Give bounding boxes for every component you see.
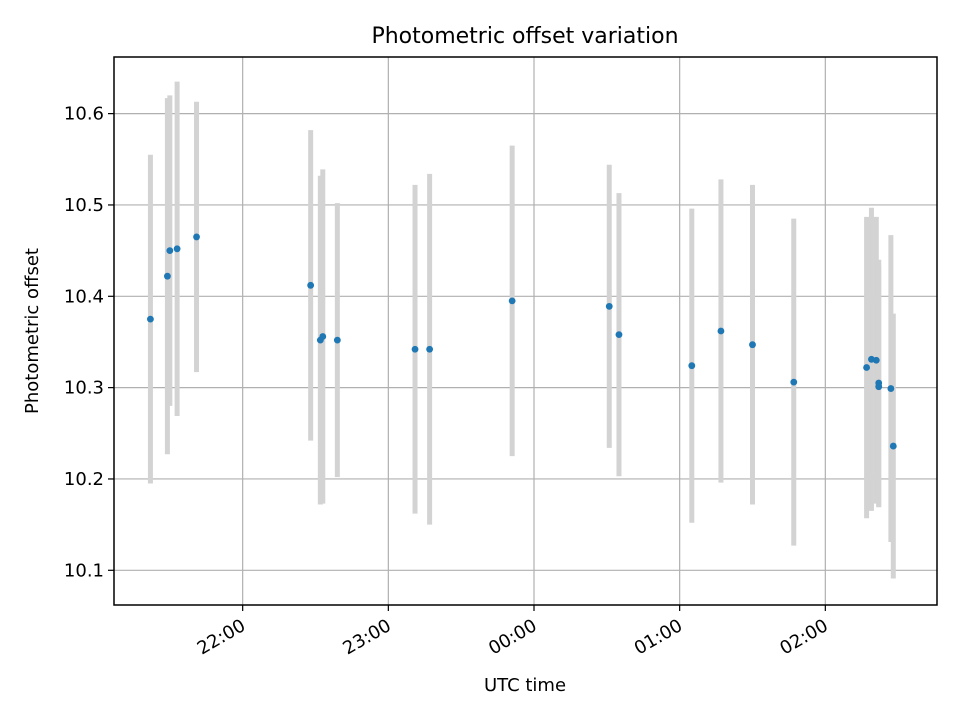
data-point bbox=[508, 297, 516, 305]
data-point bbox=[790, 378, 798, 386]
grid bbox=[114, 57, 937, 605]
data-point bbox=[193, 233, 200, 241]
data-point bbox=[319, 333, 327, 340]
x-axis-ticks: 22:00 23:00 00:00 01:00 02:00 bbox=[194, 605, 832, 659]
data-point bbox=[863, 364, 870, 371]
x-tick-label: 22:00 bbox=[194, 615, 249, 659]
x-tick-label: 01:00 bbox=[631, 615, 686, 659]
data-point bbox=[333, 336, 341, 344]
data-point bbox=[605, 302, 613, 310]
data-point bbox=[615, 331, 623, 339]
x-axis-label: UTC time bbox=[484, 675, 566, 696]
data-point bbox=[307, 281, 315, 289]
y-tick-label: 10.1 bbox=[64, 560, 104, 581]
y-axis-ticks: 10.1 10.2 10.3 10.4 10.5 10.6 bbox=[64, 104, 114, 581]
data-point bbox=[889, 442, 897, 450]
data-points bbox=[147, 233, 897, 450]
data-point bbox=[426, 345, 434, 353]
data-point bbox=[147, 315, 154, 323]
data-point bbox=[875, 383, 883, 391]
y-tick-label: 10.6 bbox=[64, 104, 104, 125]
data-point bbox=[749, 341, 756, 349]
data-point bbox=[411, 345, 419, 353]
y-tick-label: 10.3 bbox=[64, 378, 104, 399]
data-point bbox=[872, 356, 880, 364]
chart-title: Photometric offset variation bbox=[371, 24, 678, 49]
data-point bbox=[688, 362, 696, 370]
data-point bbox=[887, 385, 895, 392]
data-point bbox=[173, 245, 181, 253]
data-point bbox=[166, 247, 174, 255]
plot-frame bbox=[113, 56, 938, 606]
y-axis-label: Photometric offset bbox=[22, 248, 43, 414]
y-tick-label: 10.5 bbox=[64, 195, 104, 216]
error-bars bbox=[147, 81, 896, 579]
y-tick-label: 10.4 bbox=[64, 286, 104, 307]
data-point bbox=[717, 327, 725, 335]
x-tick-label: 23:00 bbox=[339, 615, 394, 659]
x-tick-label: 02:00 bbox=[776, 615, 831, 659]
y-tick-label: 10.2 bbox=[64, 469, 104, 490]
data-point bbox=[164, 272, 171, 280]
x-tick-label: 00:00 bbox=[485, 615, 540, 659]
